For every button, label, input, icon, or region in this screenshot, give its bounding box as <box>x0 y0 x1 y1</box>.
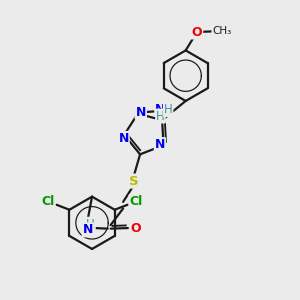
Text: H: H <box>164 103 172 116</box>
Text: N: N <box>155 138 165 151</box>
Text: O: O <box>192 26 202 38</box>
Text: S: S <box>129 175 138 188</box>
Text: H: H <box>86 218 95 231</box>
Text: Cl: Cl <box>130 195 143 208</box>
Text: N: N <box>82 223 93 236</box>
Text: O: O <box>130 222 141 235</box>
Text: H: H <box>156 110 165 123</box>
Text: N: N <box>155 103 166 116</box>
Text: Cl: Cl <box>41 195 55 208</box>
Text: N: N <box>136 106 146 119</box>
Text: CH₃: CH₃ <box>212 26 232 36</box>
Text: N: N <box>118 132 129 145</box>
